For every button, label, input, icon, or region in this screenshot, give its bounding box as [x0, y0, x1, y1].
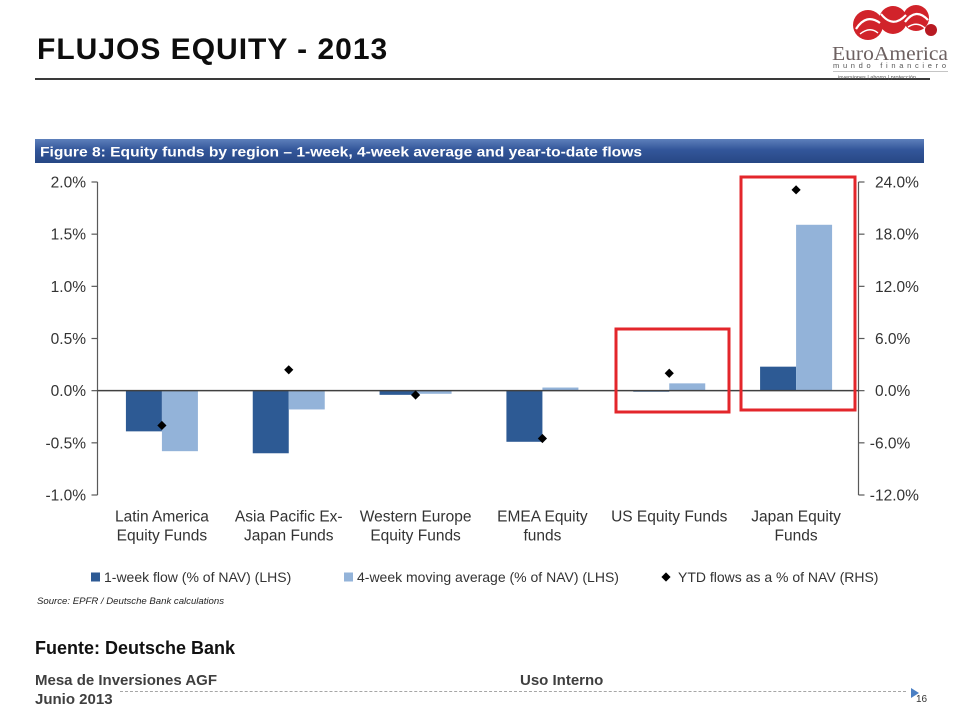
- logo-mark-icon: [853, 5, 937, 40]
- chart-title: Figure 8: Equity funds by region – 1-wee…: [40, 144, 642, 160]
- ytd-flows-marker-0: [157, 420, 167, 431]
- left-axis-tick-label-5: -0.5%: [46, 435, 87, 452]
- one-week-flow-bar-2: [379, 390, 416, 395]
- left-axis-tick-label-3: 0.5%: [51, 331, 87, 348]
- category-label-1-line-0: Asia Pacific Ex-: [235, 509, 343, 526]
- right-axis-tick-label-2: 12.0%: [875, 279, 919, 296]
- left-axis-tick-label-4: 0.0%: [51, 383, 87, 400]
- legend-swatch-one-week-flow: [91, 572, 100, 582]
- ytd-flows-marker-5: [791, 185, 801, 195]
- four-week-average-bar-4: [669, 383, 706, 391]
- category-label-4-line-0: US Equity Funds: [611, 509, 728, 526]
- four-week-average-bar-2: [415, 390, 452, 394]
- equity-flows-chart: Figure 8: Equity funds by region – 1-wee…: [35, 139, 924, 606]
- category-label-2-line-0: Western Europe: [360, 509, 472, 526]
- source-note: Fuente: Deutsche Bank: [35, 638, 236, 658]
- category-label-0-line-0: Latin America: [115, 509, 209, 526]
- logo-subtagline: inversiones | ahorro | protección: [838, 75, 916, 81]
- footer-classification: Uso Interno: [520, 672, 604, 689]
- chart-source: Source: EPFR / Deutsche Bank calculation…: [37, 596, 225, 606]
- legend-label-one-week-flow: 1-week flow (% of NAV) (LHS): [104, 569, 291, 585]
- title-divider: [35, 78, 930, 80]
- category-label-3-line-1: funds: [523, 528, 561, 545]
- four-week-average-bar-5: [796, 224, 833, 391]
- left-axis-tick-label-0: 2.0%: [51, 175, 87, 192]
- legend-diamond-ytd-flows: [661, 572, 671, 582]
- page-number: 16: [916, 694, 928, 705]
- footer-department: Mesa de Inversiones AGF: [35, 672, 218, 689]
- four-week-average-bar-3: [542, 387, 579, 391]
- logo-brand-name: EuroAmerica: [832, 43, 948, 65]
- right-axis-tick-label-3: 6.0%: [875, 331, 911, 348]
- one-week-flow-bar-1: [252, 390, 289, 454]
- footer-dashed-divider: [120, 691, 906, 692]
- right-axis-tick-label-1: 18.0%: [875, 227, 919, 244]
- four-week-average-bar-1: [288, 390, 325, 410]
- legend-swatch-four-week-average: [344, 572, 353, 582]
- right-axis-tick-label-5: -6.0%: [870, 435, 911, 452]
- ytd-flows-marker-4: [664, 368, 674, 378]
- one-week-flow-bar-3: [506, 390, 543, 442]
- left-axis-tick-label-1: 1.5%: [51, 227, 87, 244]
- one-week-flow-bar-5: [760, 366, 797, 391]
- left-axis-tick-label-2: 1.0%: [51, 279, 87, 296]
- right-axis-tick-label-6: -12.0%: [870, 488, 919, 505]
- highlight-box-4: [614, 327, 731, 414]
- ytd-flows-marker-1: [284, 365, 294, 375]
- category-label-5-line-0: Japan Equity: [751, 509, 841, 526]
- category-label-1-line-1: Japan Funds: [244, 528, 334, 545]
- page-arrow-icon: [911, 688, 919, 698]
- slide-title: FLUJOS EQUITY - 2013: [37, 33, 389, 66]
- legend-label-ytd-flows: YTD flows as a % of NAV (RHS): [678, 569, 878, 585]
- right-axis-tick-label-4: 0.0%: [875, 383, 911, 400]
- footer-date: Junio 2013: [35, 691, 113, 708]
- right-axis-tick-label-0: 24.0%: [875, 175, 919, 192]
- ytd-flows-marker-3: [537, 433, 548, 444]
- category-label-3-line-0: EMEA Equity: [497, 509, 588, 526]
- chart-header-bar: [35, 139, 924, 163]
- one-week-flow-bar-0: [125, 390, 162, 432]
- highlight-box-5: [739, 175, 857, 412]
- left-axis-tick-label-6: -1.0%: [46, 488, 87, 505]
- plot-area: 2.0% 1.5% 1.0% 0.5% 0.0% -0.5% -1.0% 24.0% 18.0%…: [46, 175, 920, 586]
- category-label-2-line-1: Equity Funds: [370, 528, 461, 545]
- ytd-flows-marker-2: [410, 390, 421, 400]
- category-label-5-line-1: Funds: [775, 528, 818, 545]
- category-label-0-line-1: Equity Funds: [117, 528, 208, 545]
- euroamerica-logo: EuroAmerica mundo financiero inversiones…: [832, 5, 948, 81]
- four-week-average-bar-0: [161, 390, 198, 452]
- legend-label-four-week-average: 4-week moving average (% of NAV) (LHS): [357, 569, 619, 585]
